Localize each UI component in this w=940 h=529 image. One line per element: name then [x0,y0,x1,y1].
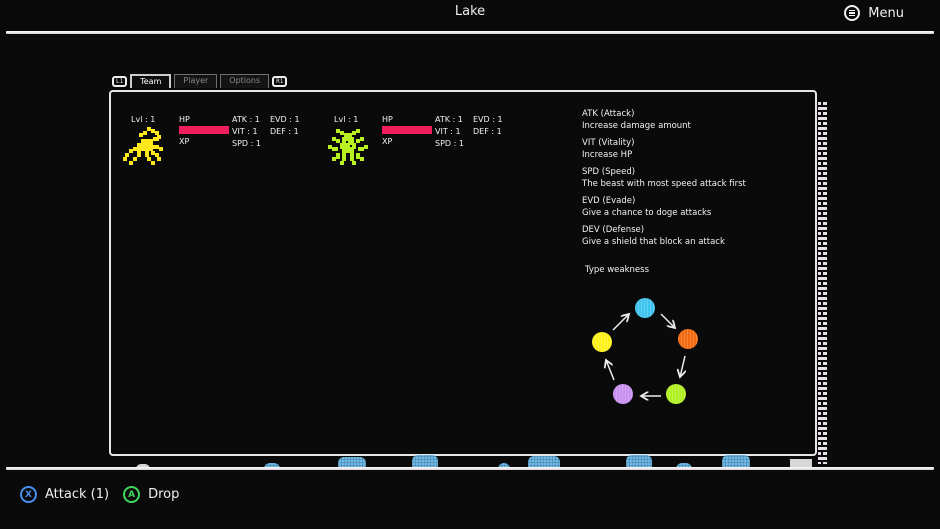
attack-button[interactable]: X Attack (1) [20,486,109,503]
stat-atk: ATK : 1 [435,115,463,124]
menu-label: Menu [868,5,904,21]
stat-evd: EVD : 1 [270,115,300,124]
stat-spd: SPD : 1 [232,139,261,148]
a-button-icon: A [123,486,141,503]
hp-bar [382,126,432,134]
desc-spd: SPD (Speed) The beast with most speed at… [582,167,746,189]
type-weakness-title: Type weakness [585,265,650,275]
bottom-divider [6,467,934,470]
tab-bar: L1 Team Player Options R1 [112,74,288,88]
menu-button[interactable]: Menu [844,5,904,21]
stat-def: DEF : 1 [270,127,299,136]
tab-options[interactable]: Options [220,74,270,88]
tab-team[interactable]: Team [130,74,172,88]
xp-label: XP [382,137,393,146]
hp-bar [179,126,229,134]
type-yellow-orb-icon [592,332,612,352]
lake-ground-decoration [130,455,820,469]
xp-label: XP [179,137,190,146]
drop-label: Drop [148,487,180,502]
top-divider [6,31,934,34]
x-button-icon: X [20,486,37,503]
desc-atk: ATK (Attack) Increase damage amount [582,109,691,131]
brick-wall-decoration [818,102,827,464]
type-blue-orb-icon [635,298,655,318]
hp-label: HP [179,115,190,124]
yellow-spider-beast-icon [123,127,163,165]
stat-descriptions: ATK (Attack) Increase damage amount VIT … [582,108,746,253]
menu-button-icon [844,5,861,21]
tab-player[interactable]: Player [174,74,218,88]
stat-atk: ATK : 1 [232,115,260,124]
location-title: Lake [454,4,486,19]
weakness-arrows-icon [585,292,705,407]
team-panel [109,90,817,456]
l1-shoulder-icon[interactable]: L1 [112,76,128,87]
level-label: Lvl : 1 [131,115,156,124]
r1-shoulder-icon[interactable]: R1 [272,76,288,87]
stat-vit: VIT : 1 [435,127,461,136]
desc-def: DEV (Defense) Give a shield that block a… [582,225,725,247]
type-orange-orb-icon [678,329,698,349]
hp-label: HP [382,115,393,124]
stat-spd: SPD : 1 [435,139,464,148]
level-label: Lvl : 1 [334,115,359,124]
desc-vit: VIT (Vitality) Increase HP [582,138,635,160]
stat-def: DEF : 1 [473,127,502,136]
type-green-orb-icon [666,384,686,404]
green-plant-beast-icon [328,129,368,165]
stat-vit: VIT : 1 [232,127,258,136]
action-bar: X Attack (1) A Drop [20,486,193,503]
type-weakness-wheel [585,292,705,407]
drop-button[interactable]: A Drop [123,486,179,503]
attack-label: Attack (1) [45,487,110,502]
desc-evd: EVD (Evade) Give a chance to doge attack… [582,196,712,218]
stat-evd: EVD : 1 [473,115,503,124]
type-purple-orb-icon [613,384,633,404]
